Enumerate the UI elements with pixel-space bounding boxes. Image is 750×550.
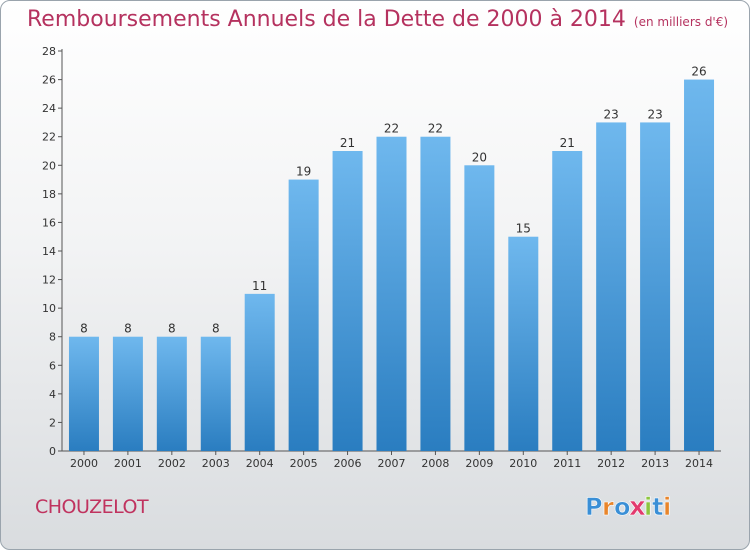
bar <box>640 122 671 451</box>
data-label: 15 <box>516 222 531 236</box>
data-label: 19 <box>296 165 311 179</box>
logo-letter: P <box>585 493 603 521</box>
y-tick-label: 20 <box>42 159 56 172</box>
bar <box>596 122 627 451</box>
x-tick-label: 2001 <box>114 457 142 470</box>
bar <box>552 151 583 451</box>
x-tick-label: 2013 <box>641 457 669 470</box>
x-tick-label: 2009 <box>465 457 493 470</box>
bar <box>244 293 275 451</box>
bar <box>332 151 363 451</box>
logo-letter: t <box>652 493 663 521</box>
x-tick-label: 2014 <box>685 457 713 470</box>
bar <box>684 79 715 452</box>
bar <box>68 336 99 451</box>
x-tick-label: 2011 <box>553 457 581 470</box>
y-tick-label: 12 <box>42 274 56 287</box>
x-tick-label: 2010 <box>509 457 537 470</box>
bar <box>464 165 495 452</box>
y-tick-label: 6 <box>49 359 56 372</box>
y-tick-label: 2 <box>49 416 56 429</box>
data-label: 21 <box>560 136 575 150</box>
chart-subtitle: (en milliers d'€) <box>633 15 729 29</box>
data-label: 23 <box>647 107 662 121</box>
bar <box>508 236 539 451</box>
chart-title: Remboursements Annuels de la Dette de 20… <box>27 7 728 32</box>
x-tick-label: 2006 <box>334 457 362 470</box>
y-tick-label: 0 <box>49 445 56 458</box>
logo-letter: x <box>629 492 646 522</box>
data-label: 21 <box>340 136 355 150</box>
x-tick-label: 2000 <box>70 457 98 470</box>
x-tick-label: 2004 <box>246 457 274 470</box>
commune-name: CHOUZELOT <box>35 496 149 518</box>
data-label: 22 <box>428 122 443 136</box>
logo-letter: i <box>644 493 652 521</box>
data-label: 23 <box>604 107 619 121</box>
chart-title-text: Remboursements Annuels de la Dette de 20… <box>27 7 626 32</box>
y-tick-label: 16 <box>42 216 56 229</box>
x-tick-label: 2008 <box>421 457 449 470</box>
y-tick-label: 14 <box>42 245 56 258</box>
y-tick-label: 18 <box>42 188 56 201</box>
bar <box>156 336 187 451</box>
data-label: 8 <box>80 322 88 336</box>
y-tick-label: 28 <box>42 45 56 58</box>
x-tick-label: 2003 <box>202 457 230 470</box>
logo-letter: i <box>663 493 671 521</box>
bar <box>288 179 319 452</box>
logo-letter: r <box>602 493 614 521</box>
y-tick-label: 10 <box>42 302 56 315</box>
x-tick-label: 2005 <box>290 457 318 470</box>
y-tick-label: 22 <box>42 131 56 144</box>
data-label: 22 <box>384 122 399 136</box>
x-tick-label: 2007 <box>378 457 406 470</box>
data-label: 8 <box>168 322 176 336</box>
bar <box>376 136 407 451</box>
y-tick-label: 4 <box>49 388 56 401</box>
x-tick-label: 2002 <box>158 457 186 470</box>
data-label: 8 <box>124 322 132 336</box>
data-label: 11 <box>252 279 267 293</box>
bar <box>420 136 451 451</box>
y-tick-label: 24 <box>42 102 56 115</box>
y-tick-label: 8 <box>49 331 56 344</box>
y-tick-label: 26 <box>42 74 56 87</box>
bar <box>200 336 231 451</box>
logo-letter: o <box>614 493 631 521</box>
data-label: 8 <box>212 322 220 336</box>
x-tick-label: 2012 <box>597 457 625 470</box>
bar <box>112 336 143 451</box>
data-label: 26 <box>691 65 706 79</box>
data-label: 20 <box>472 150 487 164</box>
